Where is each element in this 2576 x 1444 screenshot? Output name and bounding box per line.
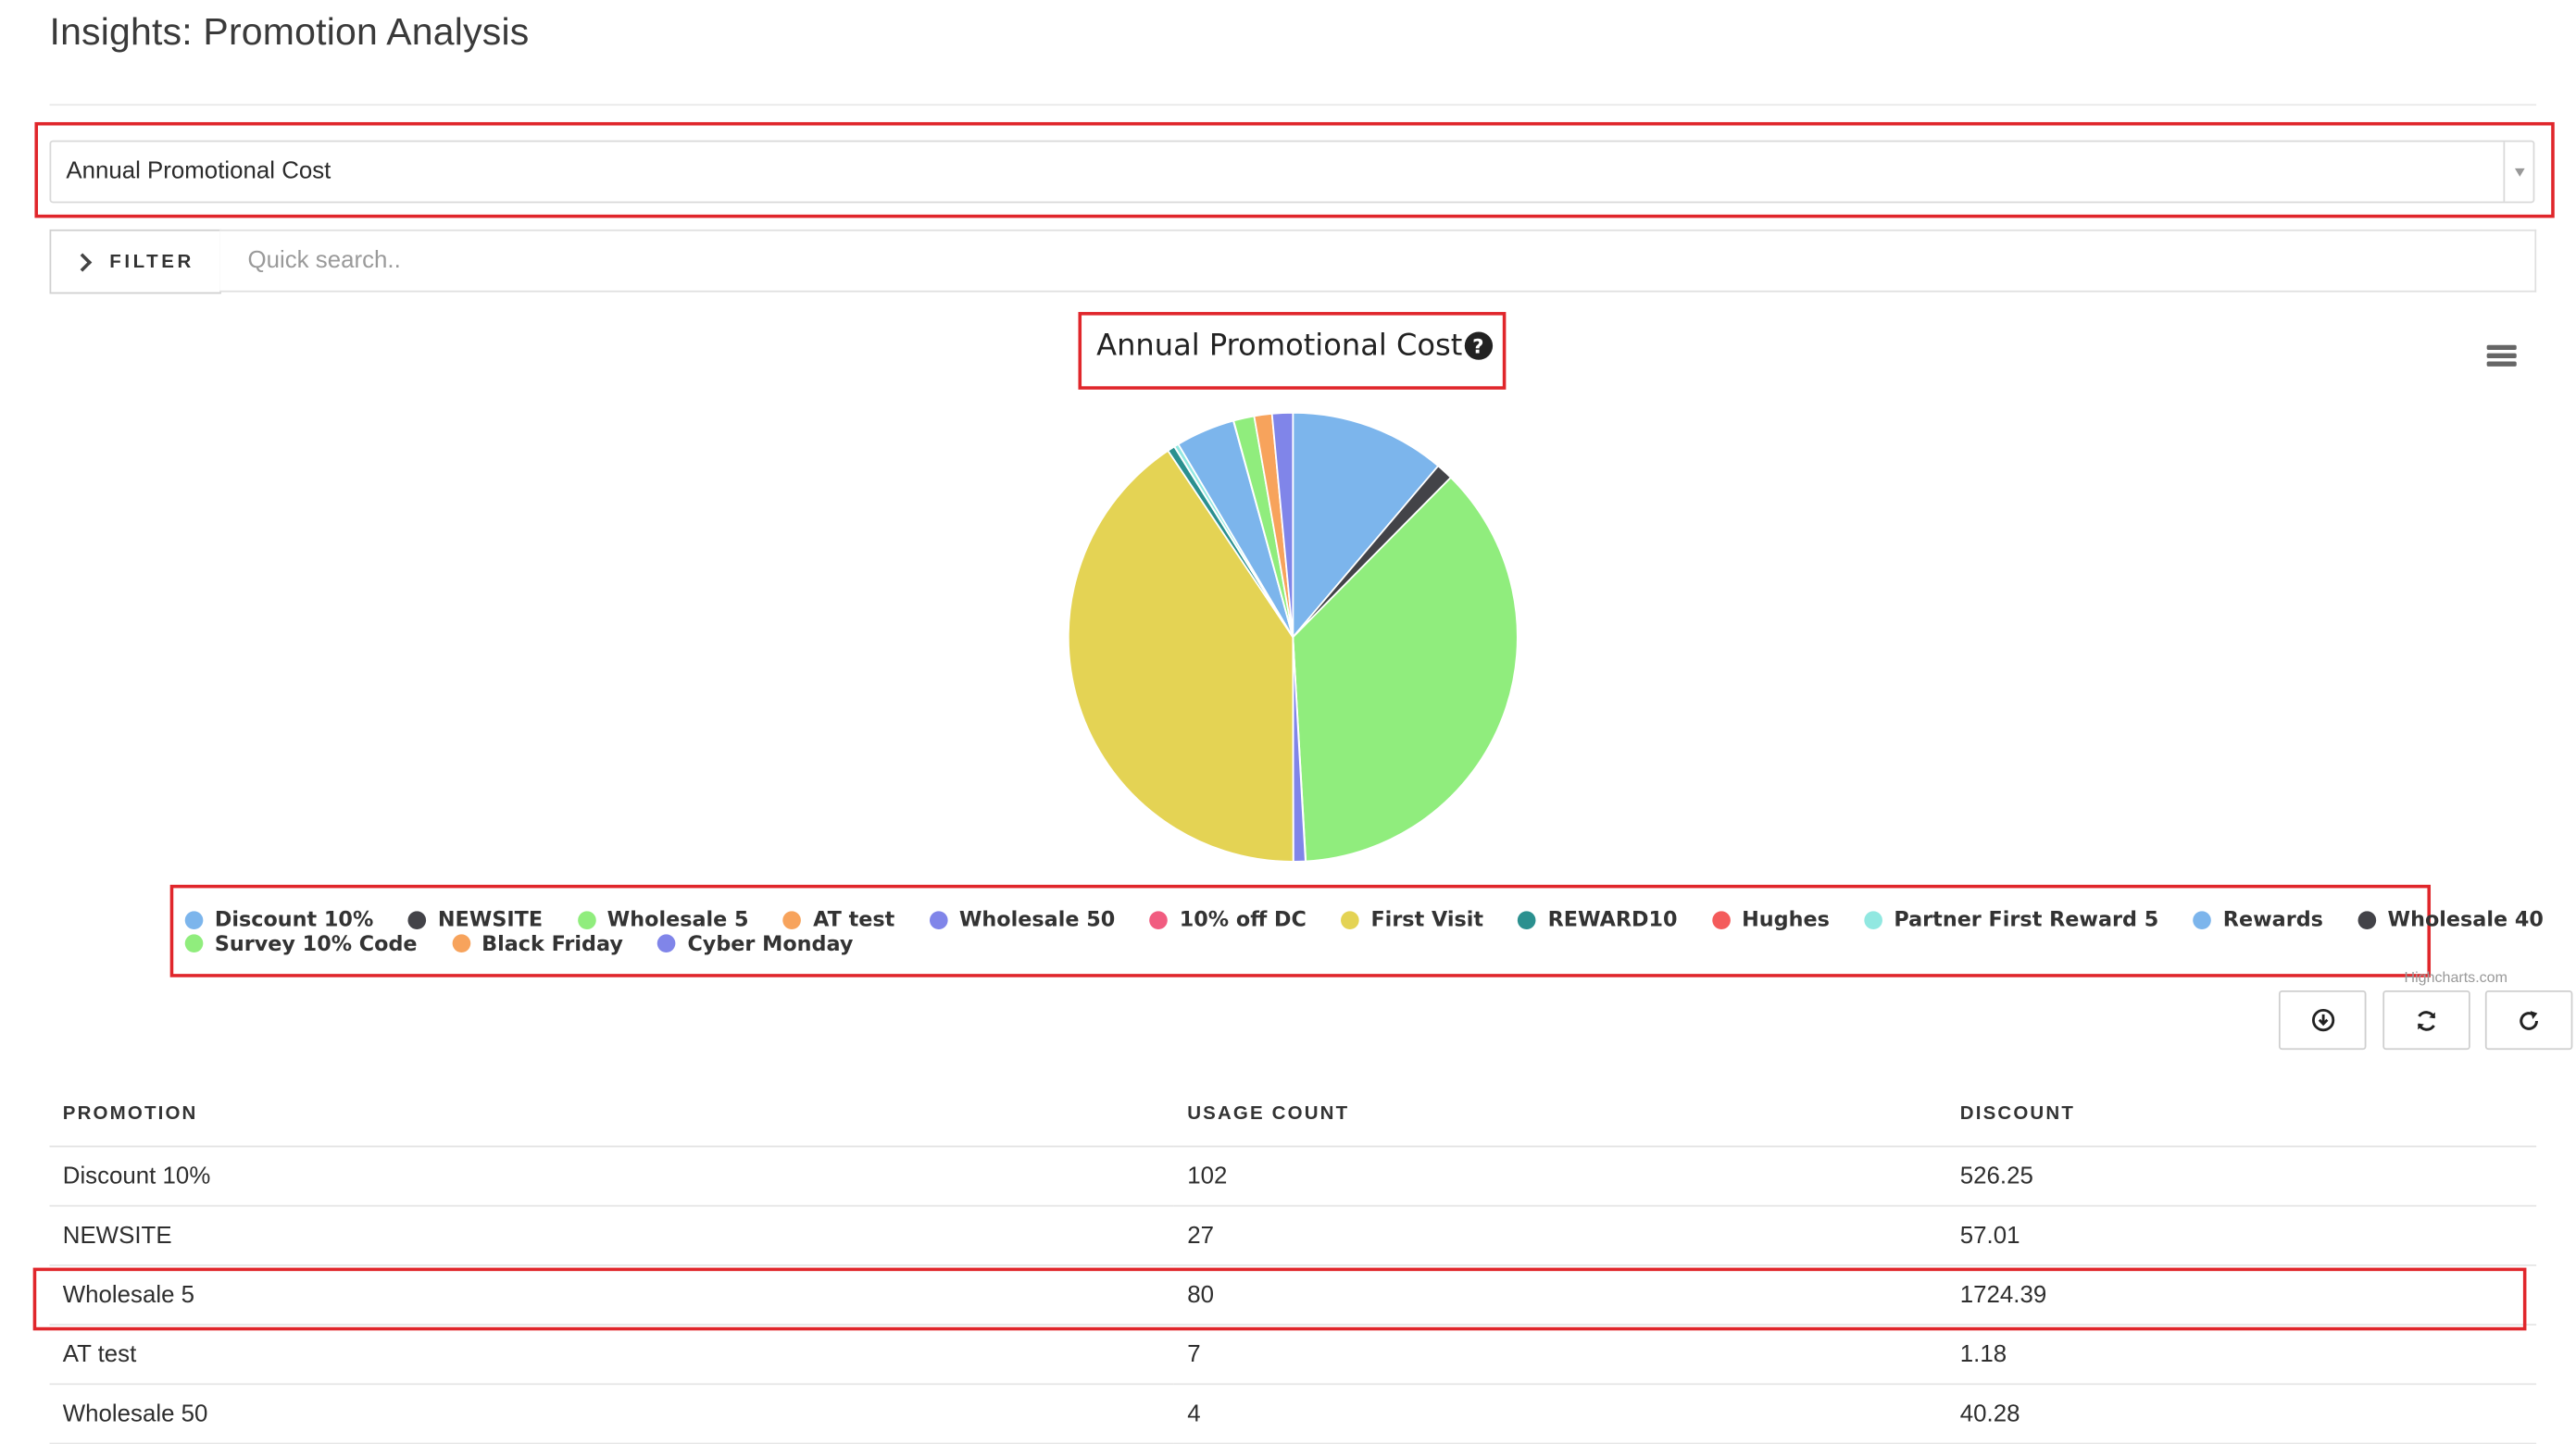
- legend-dot: [1150, 911, 1169, 929]
- legend-label: Rewards: [2223, 908, 2323, 932]
- column-header-discount[interactable]: DISCOUNT: [1947, 1081, 2537, 1146]
- legend-dot: [185, 911, 204, 929]
- chevron-right-icon: [74, 253, 93, 271]
- legend-dot: [185, 935, 204, 953]
- legend-dot: [930, 911, 948, 929]
- table-row[interactable]: Discount 10% 102 526.25: [49, 1147, 2536, 1206]
- legend-item-rewards[interactable]: Rewards: [2194, 908, 2323, 932]
- legend-dot: [408, 911, 427, 929]
- legend-dot: [452, 935, 470, 953]
- pie-chart: [1057, 403, 1535, 881]
- legend-label: Black Friday: [481, 932, 623, 956]
- cell-promotion: Discount 10%: [49, 1147, 1173, 1206]
- column-header-usage-count[interactable]: USAGE COUNT: [1174, 1081, 1947, 1146]
- cell-promotion: Wholesale 5: [49, 1265, 1173, 1325]
- promotion-table: PROMOTION USAGE COUNT DISCOUNT Discount …: [49, 1081, 2536, 1444]
- chart-credit[interactable]: Highcharts.com: [2404, 969, 2507, 986]
- table-row[interactable]: Wholesale 5 80 1724.39: [49, 1265, 2536, 1325]
- cell-discount: 1.18: [1947, 1325, 2537, 1384]
- legend-item-first-visit[interactable]: First Visit: [1341, 908, 1483, 932]
- cell-discount: 40.28: [1947, 1384, 2537, 1443]
- column-header-promotion[interactable]: PROMOTION: [49, 1081, 1173, 1146]
- page-title: Insights: Promotion Analysis: [49, 10, 529, 55]
- legend-label: Survey 10% Code: [215, 932, 418, 956]
- help-icon[interactable]: ?: [1464, 331, 1492, 359]
- legend-item-wholesale-50[interactable]: Wholesale 50: [930, 908, 1115, 932]
- legend-item-survey-10-code[interactable]: Survey 10% Code: [185, 932, 418, 956]
- legend-label: Discount 10%: [215, 908, 373, 932]
- legend-item-wholesale-5[interactable]: Wholesale 5: [578, 908, 749, 932]
- legend-item-at-test[interactable]: AT test: [783, 908, 894, 932]
- legend-label: Cyber Monday: [687, 932, 853, 956]
- legend-label: NEWSITE: [438, 908, 543, 932]
- refresh-icon: [2517, 1008, 2542, 1033]
- report-select[interactable]: Annual Promotional Cost: [49, 141, 2534, 204]
- table-row[interactable]: AT test 7 1.18: [49, 1325, 2536, 1384]
- cell-usage-count: 4: [1174, 1384, 1947, 1443]
- chart-title: Annual Promotional Cost ?: [1096, 329, 1492, 363]
- legend-dot: [1864, 911, 1882, 929]
- legend-dot: [2194, 911, 2212, 929]
- legend-item-cyber-monday[interactable]: Cyber Monday: [657, 932, 853, 956]
- legend-dot: [1712, 911, 1731, 929]
- legend-label: Wholesale 40: [2387, 908, 2543, 932]
- table-row[interactable]: NEWSITE 27 57.01: [49, 1206, 2536, 1265]
- legend-item-black-friday[interactable]: Black Friday: [452, 932, 623, 956]
- cell-usage-count: 102: [1174, 1147, 1947, 1206]
- cell-discount: 57.01: [1947, 1206, 2537, 1265]
- cell-promotion: NEWSITE: [49, 1206, 1173, 1265]
- legend-item-discount-10-[interactable]: Discount 10%: [185, 908, 374, 932]
- legend-label: Wholesale 5: [607, 908, 749, 932]
- cell-discount: 1724.39: [1947, 1265, 2537, 1325]
- legend-dot: [1341, 911, 1359, 929]
- legend-label: Hughes: [1742, 908, 1830, 932]
- legend-label: Partner First Reward 5: [1894, 908, 2158, 932]
- legend-dot: [657, 935, 676, 953]
- legend-item-hughes[interactable]: Hughes: [1712, 908, 1830, 932]
- legend-label: AT test: [813, 908, 894, 932]
- cell-promotion: Wholesale 50: [49, 1384, 1173, 1443]
- cell-usage-count: 80: [1174, 1265, 1947, 1325]
- refresh-button[interactable]: [2485, 990, 2573, 1050]
- legend-dot: [578, 911, 596, 929]
- legend-item-partner-first-reward-5[interactable]: Partner First Reward 5: [1864, 908, 2158, 932]
- quick-search: [219, 230, 2536, 293]
- filter-button-label: FILTER: [109, 252, 194, 271]
- cell-promotion: AT test: [49, 1325, 1173, 1384]
- legend-label: REWARD10: [1548, 908, 1678, 932]
- chart-legend: Discount 10% NEWSITE Wholesale 5 AT test Who…: [185, 908, 2431, 956]
- legend-dot: [1519, 911, 1537, 929]
- table-row[interactable]: Wholesale 50 4 40.28: [49, 1384, 2536, 1443]
- download-button[interactable]: [2279, 990, 2367, 1050]
- select-arrow-button[interactable]: [2503, 142, 2532, 201]
- table-header-row: PROMOTION USAGE COUNT DISCOUNT: [49, 1081, 2536, 1146]
- cell-usage-count: 7: [1174, 1325, 1947, 1384]
- title-divider: [49, 104, 2536, 106]
- legend-dot: [2357, 911, 2376, 929]
- cell-usage-count: 27: [1174, 1206, 1947, 1265]
- legend-item-newsite[interactable]: NEWSITE: [408, 908, 543, 932]
- cell-discount: 526.25: [1947, 1147, 2537, 1206]
- legend-item-reward10[interactable]: REWARD10: [1519, 908, 1678, 932]
- legend-label: 10% off DC: [1180, 908, 1307, 932]
- chart-title-text: Annual Promotional Cost: [1096, 329, 1462, 363]
- sync-icon: [2414, 1008, 2439, 1033]
- sync-button[interactable]: [2382, 990, 2470, 1050]
- legend-item-wholesale-40[interactable]: Wholesale 40: [2357, 908, 2543, 932]
- legend-item-10-off-dc[interactable]: 10% off DC: [1150, 908, 1307, 932]
- legend-label: First Visit: [1370, 908, 1483, 932]
- filter-button[interactable]: FILTER: [49, 230, 220, 294]
- legend-label: Wholesale 50: [959, 908, 1115, 932]
- quick-search-input[interactable]: [219, 231, 2534, 291]
- legend-dot: [783, 911, 802, 929]
- caret-down-icon: [2514, 168, 2524, 176]
- report-select-value: Annual Promotional Cost: [51, 158, 2503, 185]
- chart-menu-icon[interactable]: [2487, 345, 2517, 368]
- download-circle-icon: [2311, 1009, 2334, 1032]
